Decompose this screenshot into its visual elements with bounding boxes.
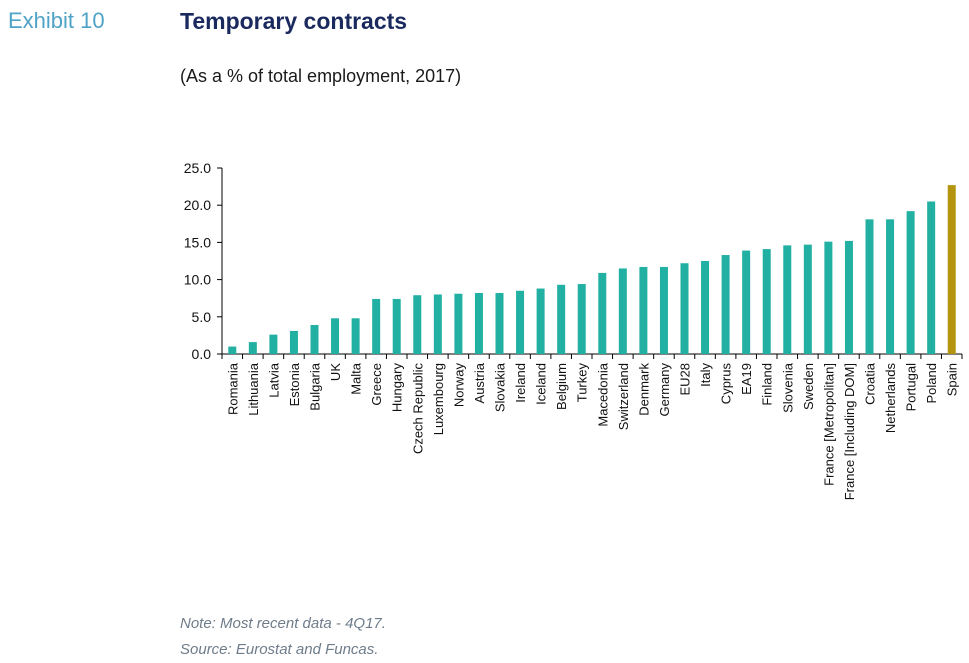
x-tick-label: UK: [328, 363, 343, 381]
x-tick-label: Switzerland: [616, 363, 631, 430]
x-tick-label: EA19: [739, 363, 754, 395]
x-tick-label: Germany: [657, 363, 672, 417]
x-tick-label: Cyprus: [719, 363, 734, 405]
bar: [906, 211, 915, 354]
x-tick-label: Iceland: [534, 363, 549, 405]
x-tick-label: Sweden: [801, 363, 816, 410]
bar: [536, 288, 545, 354]
bar: [269, 334, 278, 354]
bar: [680, 263, 689, 354]
x-tick-label: EU28: [678, 363, 693, 396]
bar: [762, 249, 771, 354]
x-tick-label: Macedonia: [595, 362, 610, 426]
bar: [865, 219, 874, 354]
x-tick-label: Luxembourg: [431, 363, 446, 435]
bar: [577, 284, 586, 354]
x-axis-labels: Romania Lithuania Latvia Estonia Bulgaria UK M…: [221, 354, 963, 500]
bar: [474, 292, 483, 354]
bar: [351, 318, 360, 354]
x-tick-label: Malta: [349, 362, 364, 395]
x-tick-label: Portugal: [904, 363, 919, 412]
x-tick-label: Croatia: [863, 362, 878, 405]
source-text: Source: Eurostat and Funcas.: [180, 641, 379, 658]
x-tick-label: Greece: [369, 363, 384, 406]
bar: [639, 266, 648, 354]
note-text: Note: Most recent data - 4Q17.: [180, 615, 386, 632]
bar: [886, 219, 895, 354]
x-tick-label: Italy: [698, 363, 713, 387]
x-tick-label: Estonia: [287, 362, 302, 406]
x-tick-label: France [Metropolitan]: [821, 363, 836, 486]
bar-series: [228, 185, 956, 354]
x-tick-label: Romania: [225, 362, 240, 415]
y-tick-label: 0.0: [192, 346, 212, 362]
x-tick-label: Spain: [945, 363, 960, 396]
y-tick-label: 15.0: [184, 234, 211, 250]
bar: [454, 293, 463, 354]
y-tick-label: 25.0: [184, 160, 211, 176]
bar: [701, 261, 710, 354]
x-tick-label: Poland: [924, 363, 939, 403]
y-tick-label: 20.0: [184, 197, 211, 213]
x-tick-label: Turkey: [575, 363, 590, 403]
bar: [557, 284, 566, 354]
x-tick-label: Latvia: [266, 362, 281, 397]
x-tick-label: Ireland: [513, 363, 528, 403]
bar: [927, 201, 936, 354]
bar: [618, 268, 627, 354]
x-tick-label: Slovakia: [493, 362, 508, 412]
x-tick-label: Czech Republic: [410, 363, 425, 455]
x-tick-label: Finland: [760, 363, 775, 406]
bar-chart: 0.0 5.0 10.0 15.0 20.0 25.0 Romania Lithuania L…: [184, 160, 963, 500]
y-tick-label: 5.0: [192, 309, 212, 325]
bar: [824, 241, 833, 354]
bar: [289, 330, 298, 354]
bar: [659, 266, 668, 354]
exhibit-label: Exhibit 10: [8, 8, 105, 33]
x-tick-label: Netherlands: [883, 363, 898, 434]
bar: [413, 295, 422, 354]
y-tick-label: 10.0: [184, 272, 211, 288]
x-tick-label: Norway: [451, 363, 466, 408]
x-tick-label: Lithuania: [246, 362, 261, 416]
bar: [947, 185, 956, 354]
bar: [310, 324, 319, 354]
bar: [516, 290, 525, 354]
chart-title: Temporary contracts: [180, 8, 408, 34]
bar: [248, 342, 257, 354]
chart-subtitle: (As a % of total employment, 2017): [180, 66, 462, 86]
bar: [495, 292, 504, 354]
bar: [803, 244, 812, 354]
bar: [228, 346, 237, 354]
bar: [742, 250, 751, 354]
bar: [783, 245, 792, 354]
x-tick-label: Austria: [472, 362, 487, 403]
bar: [372, 298, 381, 354]
bar: [392, 298, 401, 354]
x-tick-label: Bulgaria: [308, 362, 323, 410]
x-tick-label: Denmark: [636, 363, 651, 416]
bar: [331, 318, 340, 354]
bar: [598, 272, 607, 354]
x-tick-label: Belgium: [554, 363, 569, 410]
bar: [721, 255, 730, 354]
bar: [844, 240, 853, 354]
x-tick-label: Hungary: [390, 363, 405, 413]
x-tick-label: Slovenia: [780, 362, 795, 413]
x-tick-label: France [Including DOM]: [842, 363, 857, 500]
bar: [433, 294, 442, 354]
